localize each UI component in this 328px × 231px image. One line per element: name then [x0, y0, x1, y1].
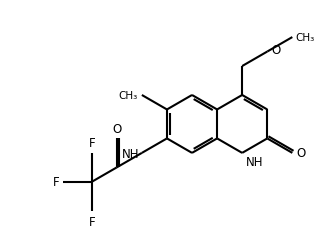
Text: NH: NH — [121, 148, 139, 161]
Text: F: F — [53, 176, 60, 188]
Text: CH₃: CH₃ — [295, 33, 315, 43]
Text: F: F — [89, 215, 95, 228]
Text: CH₃: CH₃ — [119, 91, 138, 100]
Text: O: O — [271, 44, 280, 57]
Text: NH: NH — [246, 155, 263, 168]
Text: O: O — [296, 147, 305, 160]
Text: F: F — [89, 137, 95, 149]
Text: O: O — [112, 122, 121, 135]
